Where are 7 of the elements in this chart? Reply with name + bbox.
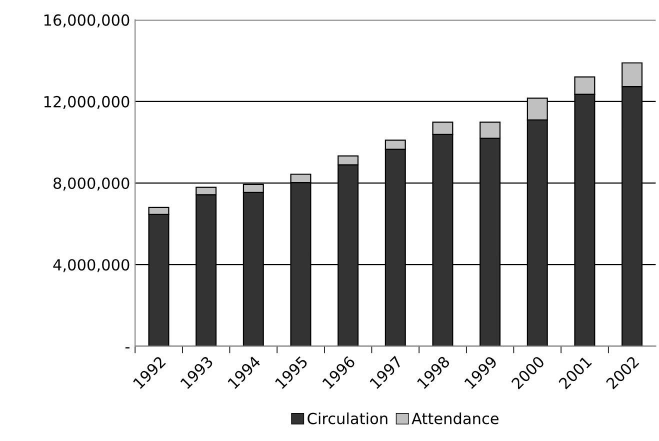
legend-label: Circulation <box>308 412 388 424</box>
y-tick-label: - <box>125 347 130 348</box>
legend-label: Attendance <box>412 412 498 424</box>
y-tick-label: 12,000,000 <box>44 96 130 110</box>
y-tick-label: 4,000,000 <box>53 259 130 272</box>
y-tick-label: 8,000,000 <box>54 177 130 191</box>
y-tick-label: 16,000,000 <box>44 14 130 28</box>
